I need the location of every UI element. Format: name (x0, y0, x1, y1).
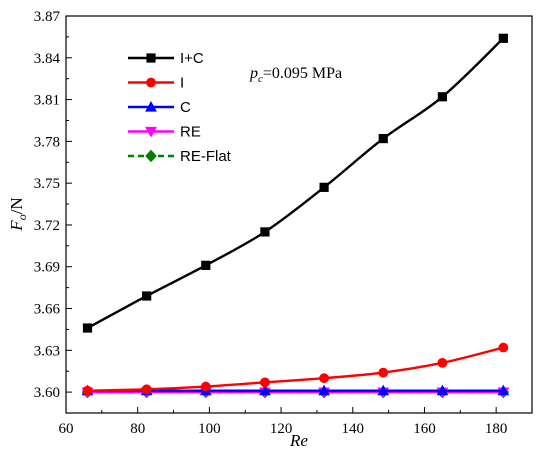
legend-marker (145, 100, 157, 112)
data-point (436, 384, 449, 396)
legend-item: I (128, 75, 184, 92)
legend: I+C IC RE RE-Flat (128, 50, 232, 165)
data-point (82, 323, 93, 333)
legend-marker (146, 53, 156, 63)
x-tick-label: 120 (270, 421, 293, 437)
data-point (437, 357, 448, 368)
y-tick-label: 3.60 (34, 385, 60, 401)
data-point (260, 377, 270, 388)
y-axis-label: Fo/N (7, 197, 29, 231)
x-axis-label: Re (289, 431, 308, 450)
data-point (319, 373, 329, 384)
x-tick-label: 60 (59, 421, 74, 437)
data-point (319, 182, 329, 192)
legend-label: I (180, 75, 184, 92)
series-c (81, 384, 510, 396)
data-point (82, 385, 93, 396)
series-i-c (82, 33, 508, 333)
y-tick-label: 3.66 (34, 302, 61, 318)
data-point (498, 342, 509, 353)
legend-label: I+C (180, 50, 204, 67)
x-tick-label: 80 (130, 421, 145, 437)
legend-label: RE-Flat (180, 148, 232, 165)
series-line (87, 346, 504, 392)
y-tick-label: 3.84 (34, 51, 61, 67)
legend-label: C (180, 99, 191, 116)
data-point (318, 384, 330, 396)
y-tick-label: 3.78 (34, 134, 60, 150)
series-layer (81, 33, 510, 399)
y-tick-label: 3.75 (34, 176, 60, 192)
data-point (141, 384, 152, 395)
pressure-annotation: pc=0.095 MPa (249, 65, 342, 85)
data-point (378, 367, 389, 378)
legend-label: RE (180, 124, 201, 141)
data-point (498, 33, 508, 43)
data-point (260, 227, 270, 237)
y-axis: 3.60 3.63 3.66 3.69 3.72 3.75 3.78 3.81 3.84 3.87 (34, 9, 72, 401)
data-point (437, 92, 447, 102)
legend-item: C (128, 99, 191, 116)
legend-item: RE (128, 124, 201, 141)
series-i (82, 342, 509, 396)
data-point (259, 384, 271, 396)
y-tick-label: 3.72 (34, 218, 60, 234)
x-axis: 60 80 100 120 140 160 180 (59, 407, 533, 437)
data-point (378, 133, 388, 144)
legend-item: I+C (128, 50, 204, 67)
x-tick-label: 100 (198, 421, 221, 437)
y-tick-label: 3.69 (34, 260, 60, 276)
legend-marker (146, 77, 156, 88)
x-tick-label: 180 (485, 421, 508, 437)
data-point (377, 384, 390, 396)
y-tick-label: 3.87 (34, 9, 61, 25)
x-tick-label: 160 (413, 421, 436, 437)
legend-marker (145, 149, 157, 163)
data-point (142, 291, 152, 301)
data-point (201, 260, 211, 270)
data-point (200, 381, 211, 392)
legend-item: RE-Flat (128, 148, 232, 165)
data-point (497, 384, 510, 396)
x-tick-label: 140 (342, 421, 365, 437)
legend-marker (145, 126, 157, 138)
y-tick-label: 3.81 (34, 93, 60, 109)
y-tick-label: 3.63 (34, 343, 60, 359)
